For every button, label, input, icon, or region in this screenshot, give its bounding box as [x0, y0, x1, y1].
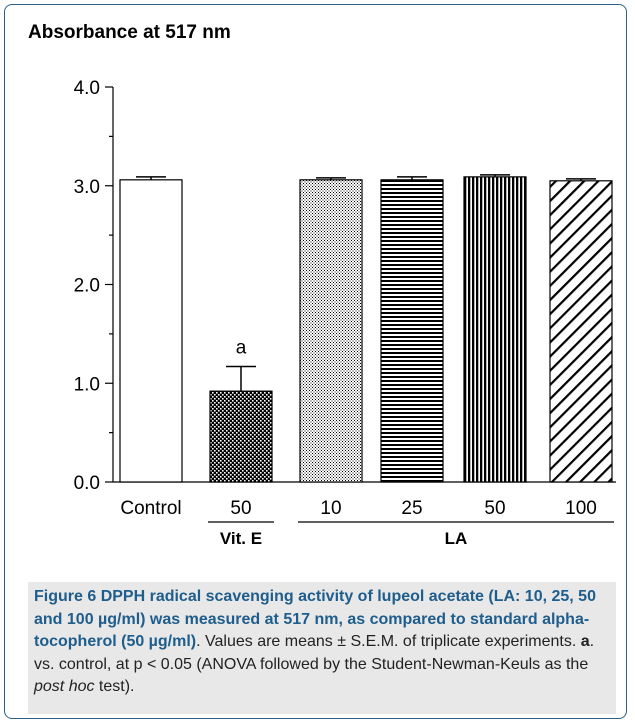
x-tick-label: Control: [120, 498, 181, 519]
bars: [119, 174, 613, 483]
caption-italic: post hoc: [34, 678, 95, 696]
caption-title: DPPH radical scavenging activity of lupe…: [34, 588, 596, 651]
y-tick-label: 1.0: [74, 374, 100, 395]
caption-bold-a: a: [580, 633, 590, 651]
group-label: LA: [445, 529, 468, 548]
y-tick-label: 3.0: [74, 177, 100, 198]
group-label: Vit. E: [220, 529, 262, 548]
x-tick-label: 50: [230, 498, 251, 519]
bar: [463, 176, 527, 483]
chart-title: Absorbance at 517 nm: [28, 22, 231, 43]
significance-annotation: a: [236, 337, 247, 358]
y-tick-label: 2.0: [74, 276, 100, 297]
caption-text-2: . vs. control, at p < 0.05 (ANOVA follow…: [34, 633, 595, 673]
caption-figure-label: Figure 6: [34, 588, 97, 605]
x-tick-label: 10: [320, 498, 341, 519]
x-tick-label: 100: [565, 498, 597, 519]
figure-caption: Figure 6 DPPH radical scavenging activit…: [34, 586, 614, 699]
x-tick-label: 50: [484, 498, 505, 519]
bar: [299, 179, 363, 483]
bar: [549, 180, 613, 483]
labels: 0.0 1.0 2.0 3.0 4.0 Control 50 10 25 50 100 a Vit. E…: [74, 78, 597, 548]
y-tick-label: 0.0: [74, 473, 100, 494]
x-tick-label: 25: [401, 498, 422, 519]
axes: [105, 86, 616, 523]
bar: [380, 179, 444, 483]
caption-text-3: test).: [94, 678, 135, 696]
bar: [209, 390, 273, 483]
y-tick-label: 4.0: [74, 78, 100, 99]
bar-chart: 0.0 1.0 2.0 3.0 4.0 Control 50 10 25 50 100 a Vit. E…: [74, 78, 616, 548]
bar: [119, 179, 183, 483]
caption-text-1: . Values are means ± S.E.M. of triplicat…: [196, 633, 581, 651]
caption-background: [28, 582, 616, 714]
figure-frame: [4, 4, 627, 719]
